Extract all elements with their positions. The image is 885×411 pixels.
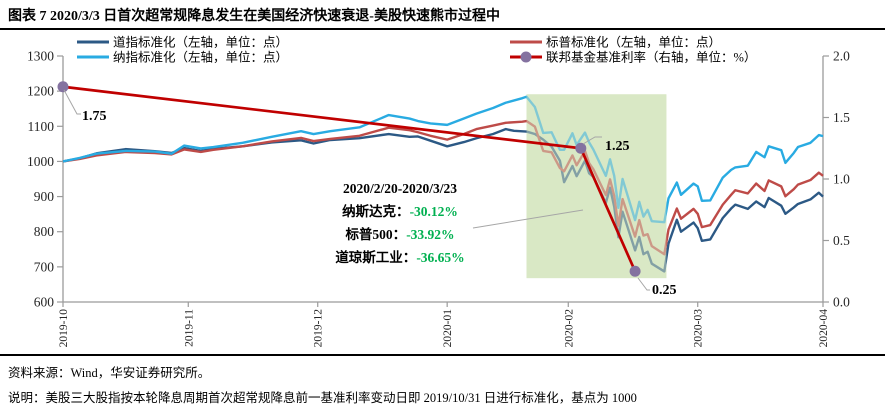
fed-rate-marker <box>575 142 587 154</box>
drawdown-row: 纳斯达克：-30.12% <box>342 203 458 219</box>
drawdown-callout-line <box>472 209 584 229</box>
figure-header: 图表 7 2020/3/3 日首次超常规降息发生在美国经济快速衰退-美股快速熊市… <box>0 0 885 30</box>
figure-footer: 资料来源：Wind，华安证券研究所。 说明：美股三大股指按本轮降息周期首次超常规… <box>0 354 885 406</box>
left-tick-label: 600 <box>34 295 55 310</box>
left-tick-label: 1000 <box>27 154 54 169</box>
chart-area: 600 700 800 900 1000 1100 1200 1300 0.0 0.5 1.0 1.5… <box>0 30 885 354</box>
x-tick-label: 2019-10 <box>58 309 70 348</box>
rate-label: 0.25 <box>652 283 677 298</box>
x-tick-label: 2020-04 <box>818 309 830 348</box>
x-tick-label: 2019-12 <box>313 309 325 348</box>
rate-callout-line <box>63 89 81 115</box>
fed-rate-marker <box>57 81 69 93</box>
note-line: 说明：美股三大股指按本轮降息周期首次超常规降息前一基准利率变动日即 2019/1… <box>8 391 637 405</box>
drawdown-row: 道琼斯工业：-36.65% <box>335 249 464 265</box>
rate-callout-line <box>637 277 650 291</box>
source-line: 资料来源：Wind，华安证券研究所。 <box>8 366 211 380</box>
rate-label: 1.25 <box>605 139 630 154</box>
left-tick-label: 1300 <box>27 49 54 64</box>
legend-label-1: 纳指标准化（左轴，单位：点） <box>113 50 288 65</box>
right-tick-label: 0.0 <box>833 295 850 310</box>
left-tick-label: 900 <box>34 189 55 204</box>
legend-marker-icon <box>520 51 532 63</box>
fed-rate-marker <box>629 265 641 277</box>
right-tick-label: 1.0 <box>833 172 850 187</box>
x-tick-label: 2020-02 <box>563 309 575 348</box>
line-chart: 600 700 800 900 1000 1100 1200 1300 0.0 0.5 1.0 1.5… <box>27 35 850 348</box>
left-tick-label: 1100 <box>28 119 55 134</box>
x-tick-label: 2020-01 <box>442 309 454 348</box>
rate-label: 1.75 <box>82 109 107 124</box>
drawdown-period: 2020/2/20-2020/3/23 <box>343 181 457 196</box>
legend-label-3: 联邦基金基准利率（右轴，单位：%） <box>546 50 756 65</box>
legend-label-0: 道指标准化（左轴，单位：点） <box>113 35 288 50</box>
drawdown-row: 标普500：-33.92% <box>344 226 454 242</box>
figure-title: 图表 7 2020/3/3 日首次超常规降息发生在美国经济快速衰退-美股快速熊市… <box>8 9 500 24</box>
x-tick-label: 2019-11 <box>183 309 195 347</box>
left-tick-label: 700 <box>34 259 55 274</box>
x-tick-label: 2020-03 <box>693 309 705 348</box>
right-tick-label: 2.0 <box>833 49 850 64</box>
rate-callout-line <box>582 136 602 145</box>
right-tick-label: 1.5 <box>833 110 850 125</box>
right-tick-label: 0.5 <box>833 233 850 248</box>
left-tick-label: 1200 <box>27 84 54 99</box>
left-tick-label: 800 <box>34 224 55 239</box>
legend-label-2: 标普标准化（左轴，单位：点） <box>546 35 721 50</box>
